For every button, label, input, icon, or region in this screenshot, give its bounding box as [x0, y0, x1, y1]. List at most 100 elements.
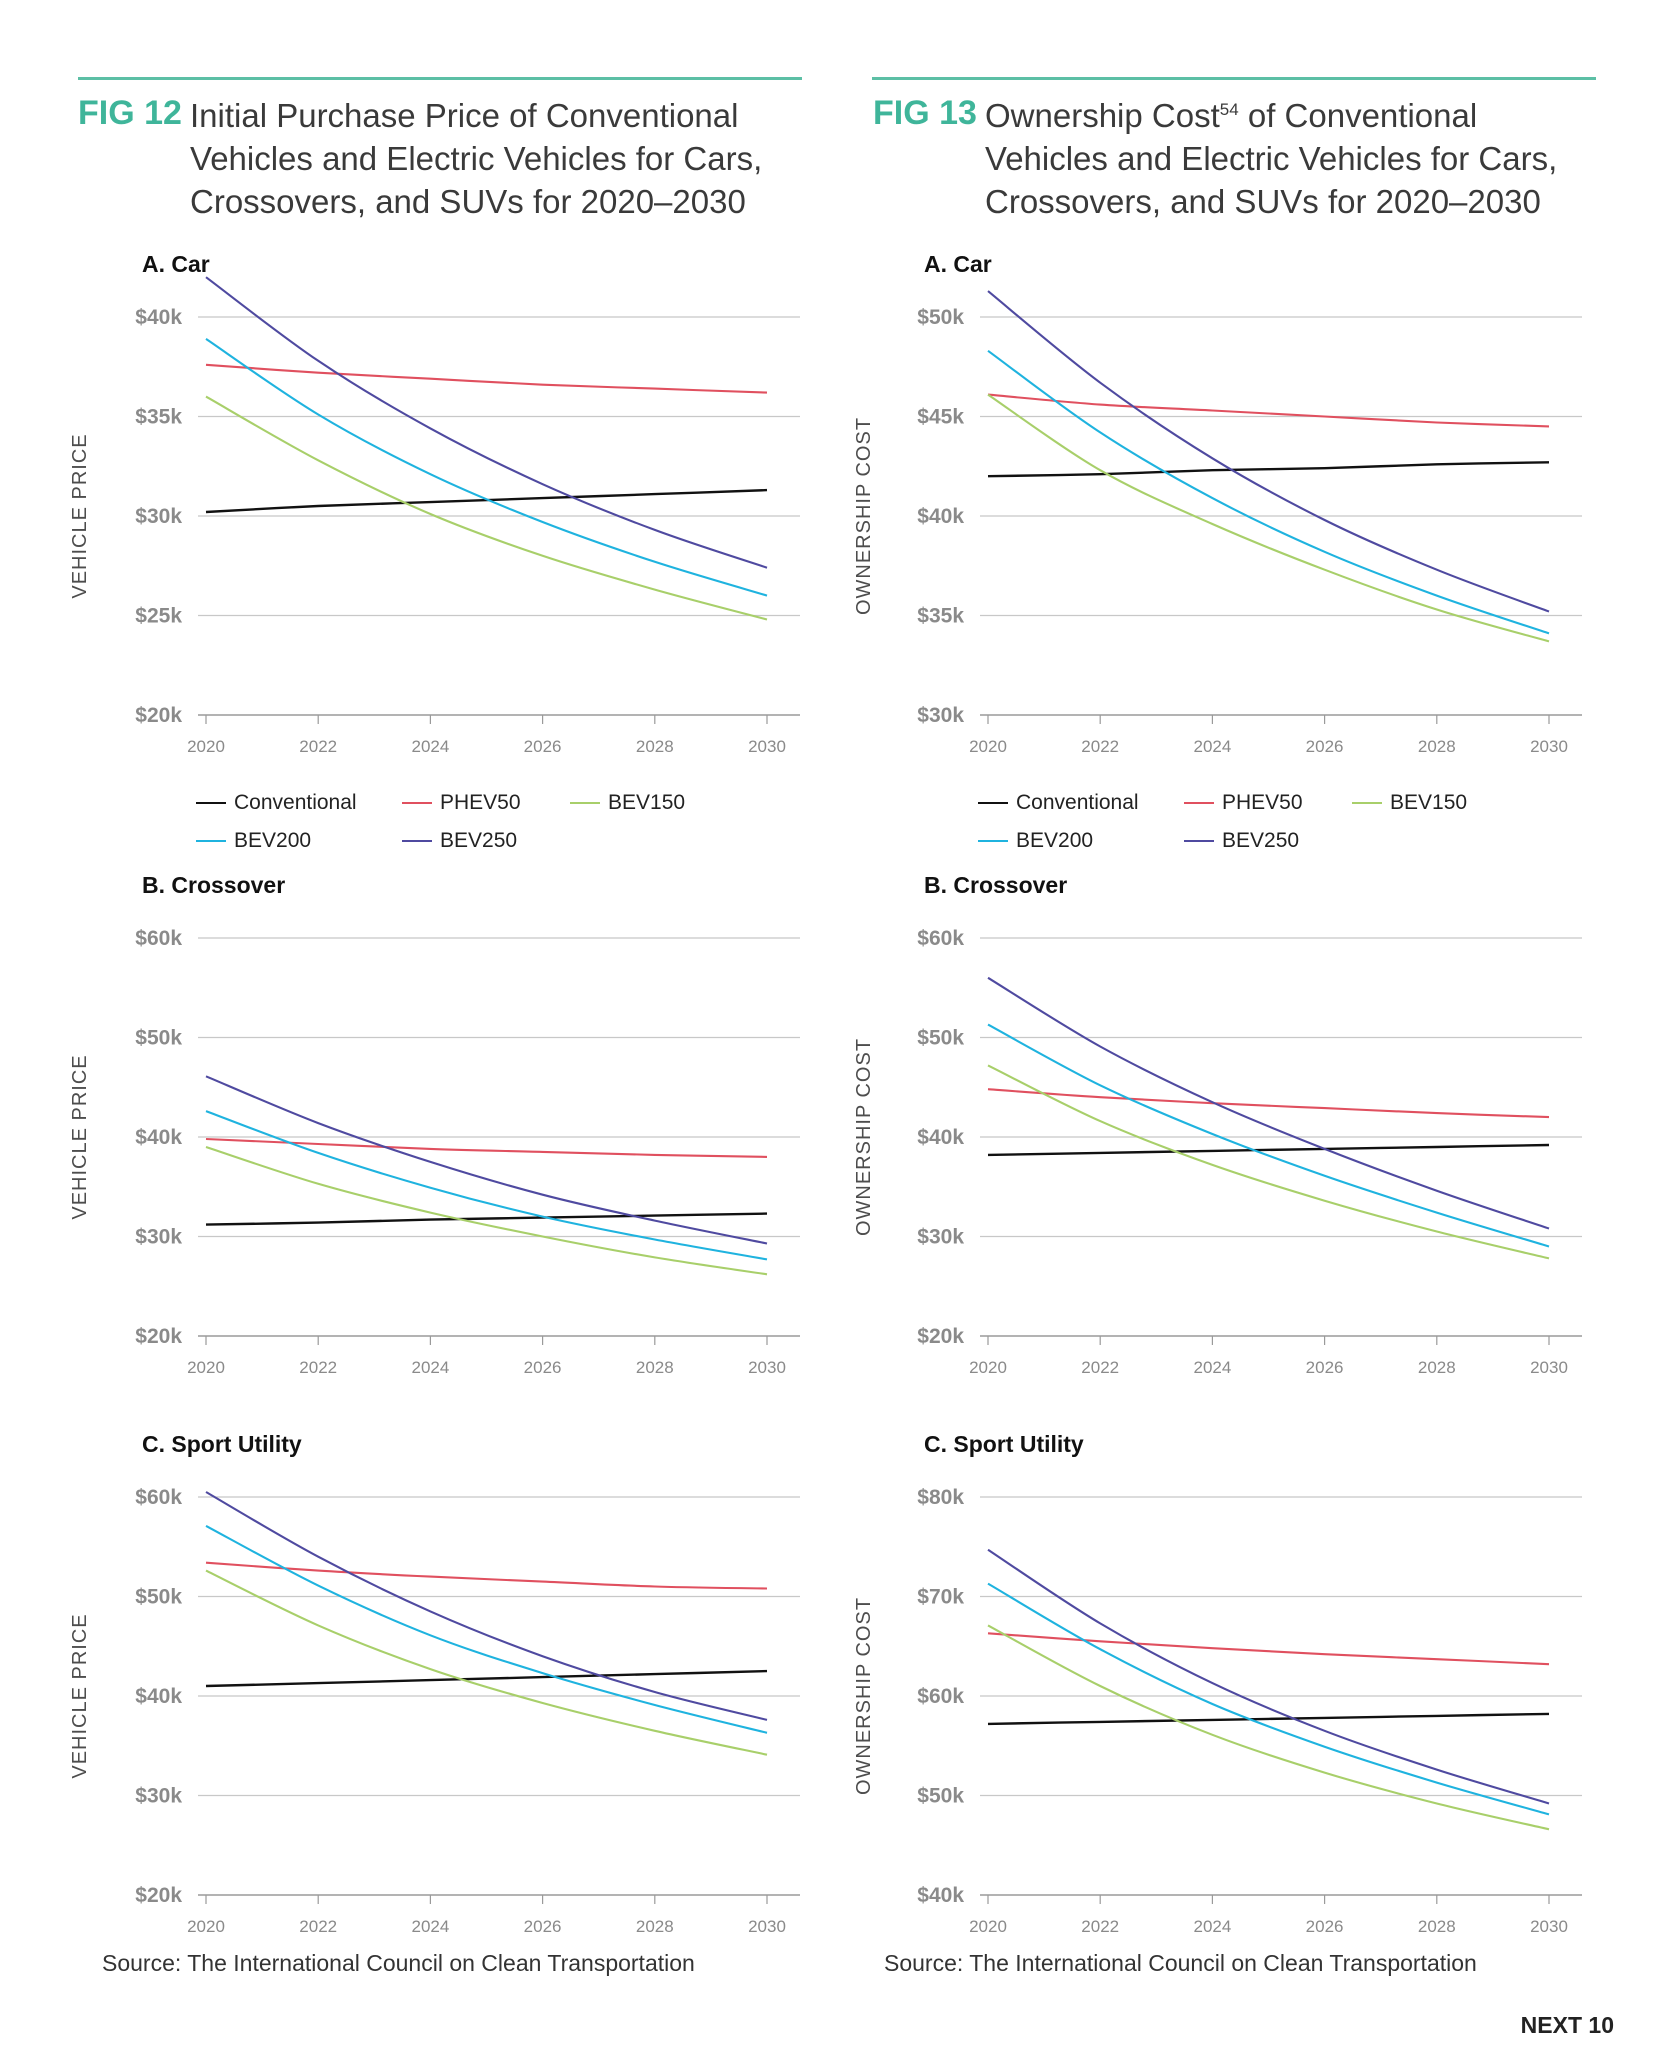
fig12-crossover-ytick-label: $40k	[135, 1126, 182, 1149]
legend-label: BEV150	[1390, 791, 1468, 814]
fig12-car-xtick-label: 2030	[748, 737, 786, 756]
legend-label: Conventional	[234, 791, 357, 814]
legend-swatch	[978, 840, 1008, 842]
fig13-crossover-ytick-label: $60k	[917, 927, 964, 950]
fig12-crossover-series-phev50	[205, 1137, 768, 1158]
legend-label: BEV150	[608, 791, 686, 814]
fig12-crossover-ytick-label: $60k	[135, 927, 182, 950]
fig12-title-text: Initial Purchase Price of Conventional V…	[190, 97, 763, 220]
fig12-car-series-bev150	[205, 395, 768, 621]
fig12-legend-item-bev200: BEV200	[196, 829, 311, 853]
legend-label: Conventional	[1016, 791, 1139, 814]
fig13-suv-chart: $40k $50k $60k $70k $80k 2020 2022 2024 2026 2028…	[853, 1486, 1582, 1936]
fig13-suv-series-phev50	[987, 1632, 1550, 1666]
fig13-suv-series-bev150	[987, 1624, 1550, 1831]
fig12-suv-xtick-label: 2026	[524, 1917, 562, 1936]
fig12-car-ytick-label: $20k	[135, 704, 182, 727]
fig13-crossover-xtick-label: 2030	[1530, 1358, 1568, 1377]
fig13-car-xtick-label: 2026	[1306, 737, 1344, 756]
fig13-suv-ytick-label: $80k	[917, 1486, 964, 1509]
fig13-crossover-xtick-label: 2022	[1081, 1358, 1119, 1377]
fig12-suv-ytick-label: $40k	[135, 1685, 182, 1708]
legend-swatch	[402, 840, 432, 842]
fig12-crossover-ytick-label: $30k	[135, 1226, 182, 1249]
legend-label: BEV200	[1016, 829, 1094, 852]
fig12-crossover-xtick-label: 2022	[299, 1358, 337, 1377]
fig12-car-ytick-label: $25k	[135, 605, 182, 628]
fig13-suv-xtick-label: 2028	[1418, 1917, 1456, 1936]
fig13-suv-title: C. Sport Utility	[924, 1431, 1084, 1457]
fig13-car-ytick-label: $35k	[917, 605, 964, 628]
legend-swatch	[402, 802, 432, 804]
fig12-crossover-xtick-label: 2020	[187, 1358, 225, 1377]
fig12-suv-series-bev150	[205, 1569, 768, 1756]
fig13-car-series-conventional	[987, 461, 1550, 478]
fig12-car-ytick-label: $30k	[135, 505, 182, 528]
fig12-suv-xtick-label: 2020	[187, 1917, 225, 1936]
fig12-suv-ylabel: VEHICLE PRICE	[69, 1613, 91, 1778]
fig12-car-series-conventional	[205, 488, 768, 514]
fig12-car-series-bev250	[205, 276, 768, 569]
fig13-crossover-title: B. Crossover	[924, 872, 1068, 898]
fig13-car-ylabel: OWNERSHIP COST	[853, 417, 875, 615]
fig13-car-ytick-label: $40k	[917, 505, 964, 528]
fig13-car-xtick-label: 2030	[1530, 737, 1568, 756]
fig13-legend-item-bev250: BEV250	[1184, 829, 1299, 853]
fig13-legend-item-phev50: PHEV50	[1184, 791, 1303, 815]
fig12-suv-xtick-label: 2030	[748, 1917, 786, 1936]
fig12-source: Source: The International Council on Cle…	[102, 1950, 695, 1976]
fig13-suv-ylabel: OWNERSHIP COST	[853, 1597, 875, 1795]
legend-swatch	[1184, 840, 1214, 842]
fig13-crossover-xtick-label: 2020	[969, 1358, 1007, 1377]
fig12-suv-xtick-label: 2028	[636, 1917, 674, 1936]
fig12-crossover-xtick-label: 2026	[524, 1358, 562, 1377]
fig13-legend-item-bev150: BEV150	[1352, 791, 1467, 815]
fig13-suv-series-bev250	[987, 1548, 1550, 1805]
fig12-crossover-ytick-label: $20k	[135, 1325, 182, 1348]
fig13-car-series-bev150	[987, 393, 1550, 643]
fig13-title: Ownership Cost54 of Conventional Vehicle…	[985, 94, 1605, 223]
fig12-car-ytick-label: $40k	[135, 306, 182, 329]
fig13-car-xtick-label: 2020	[969, 737, 1007, 756]
fig12-rule	[78, 77, 802, 80]
legend-label: BEV250	[1222, 829, 1300, 852]
fig12-crossover-xtick-label: 2030	[748, 1358, 786, 1377]
fig13-crossover-xtick-label: 2026	[1306, 1358, 1344, 1377]
fig13-suv-xtick-label: 2030	[1530, 1917, 1568, 1936]
fig12-crossover-series-bev250	[205, 1075, 768, 1245]
legend-label: PHEV50	[1222, 791, 1303, 814]
fig12-crossover-series-bev150	[205, 1146, 768, 1276]
legend-label: BEV250	[440, 829, 518, 852]
fig13-crossover-chart: $20k $30k $40k $50k $60k 2020 2022 2024 2026 2028…	[853, 927, 1582, 1377]
fig12-crossover-xtick-label: 2024	[411, 1358, 449, 1377]
fig13-crossover-ytick-label: $50k	[917, 1027, 964, 1050]
fig12-crossover-ytick-label: $50k	[135, 1027, 182, 1050]
fig13-crossover-xtick-label: 2028	[1418, 1358, 1456, 1377]
fig13-car-ytick-label: $45k	[917, 406, 964, 429]
fig13-title-text-cont: of Conventional Vehicles and Electric Ve…	[985, 97, 1558, 220]
legend-swatch	[570, 802, 600, 804]
legend-swatch	[1352, 802, 1382, 804]
fig12-car-series-bev200	[205, 338, 768, 597]
fig12-suv-ytick-label: $50k	[135, 1586, 182, 1609]
fig12-legend-item-bev150: BEV150	[570, 791, 685, 815]
fig12-car-xtick-label: 2020	[187, 737, 225, 756]
fig12-suv-ytick-label: $20k	[135, 1884, 182, 1907]
fig12-car-xtick-label: 2024	[411, 737, 449, 756]
fig12-car-xtick-label: 2028	[636, 737, 674, 756]
fig13-footnote-ref: 54	[1219, 100, 1239, 119]
fig13-car-chart: $30k $35k $40k $45k $50k 2020 2022 2024 2026 2028…	[853, 290, 1582, 756]
fig12-car-chart: $20k $25k $30k $35k $40k 2020 2022 2024 2026 2028…	[69, 276, 800, 756]
fig12-car-xtick-label: 2022	[299, 737, 337, 756]
fig12-crossover-chart: $20k $30k $40k $50k $60k 2020 2022 2024 2026 2028…	[69, 927, 800, 1377]
fig13-crossover-series-conventional	[987, 1143, 1550, 1157]
fig13-car-xtick-label: 2024	[1193, 737, 1231, 756]
fig13-suv-xtick-label: 2020	[969, 1917, 1007, 1936]
fig13-rule	[872, 77, 1596, 80]
fig13-car-series-phev50	[987, 393, 1550, 428]
fig13-crossover-ytick-label: $20k	[917, 1325, 964, 1348]
legend-swatch	[196, 802, 226, 804]
legend-label: BEV200	[234, 829, 312, 852]
fig13-crossover-series-bev200	[987, 1023, 1550, 1248]
fig12-number: FIG 12	[78, 94, 182, 132]
